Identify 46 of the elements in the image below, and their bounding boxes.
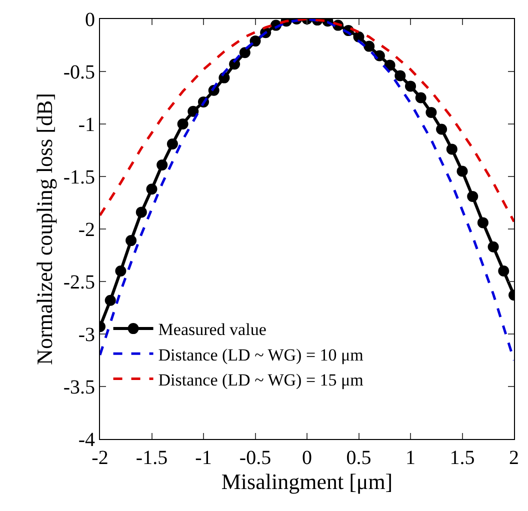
- y-tick-label: -0.5: [63, 62, 95, 84]
- x-tick-label: 0.5: [346, 447, 372, 469]
- point: [250, 36, 261, 47]
- y-tick-label: -2: [78, 219, 95, 241]
- x-tick-label: 2: [509, 447, 519, 469]
- point: [166, 138, 178, 150]
- point: [239, 47, 250, 58]
- legend-label: Distance (LD ~ WG) = 10 μm: [158, 345, 364, 364]
- point: [136, 206, 147, 218]
- point: [405, 80, 416, 92]
- legend-label: Measured value: [158, 320, 266, 340]
- point: [177, 118, 188, 130]
- y-tick-label: -1.5: [63, 166, 95, 188]
- point: [488, 241, 499, 252]
- line-series: [100, 19, 514, 223]
- x-axis-title: Misalingment [μm]: [221, 469, 393, 494]
- x-tick-label: -1: [195, 447, 212, 469]
- x-tick-label: -0.5: [239, 447, 272, 469]
- y-axis-title: Normalized coupling loss [dB]: [32, 93, 58, 365]
- point: [126, 235, 137, 246]
- point: [426, 106, 437, 118]
- point: [415, 92, 426, 104]
- x-tick-label: -1.5: [136, 447, 168, 469]
- point: [446, 144, 458, 155]
- y-tick-label: -3: [78, 324, 95, 346]
- point: [394, 70, 406, 82]
- legend-label: Distance (LD ~ WG) = 15 μm: [158, 370, 364, 390]
- point: [456, 166, 468, 177]
- point: [156, 159, 168, 170]
- y-tick-label: -2.5: [63, 272, 95, 294]
- point: [498, 266, 510, 276]
- point: [436, 124, 448, 135]
- point: [364, 40, 375, 52]
- x-tick-label: 1.5: [450, 447, 475, 469]
- point: [115, 266, 126, 276]
- point: [104, 294, 116, 306]
- point: [218, 72, 230, 84]
- point: [188, 106, 199, 117]
- x-tick-label: 1: [406, 447, 416, 469]
- y-tick-label: -3.5: [63, 376, 95, 398]
- x-tick-label: 0: [302, 447, 312, 469]
- y-tick-label: 0: [85, 9, 95, 31]
- y-tick-label: -1: [78, 114, 95, 136]
- point: [467, 190, 478, 202]
- point: [477, 217, 488, 228]
- point: [146, 184, 158, 195]
